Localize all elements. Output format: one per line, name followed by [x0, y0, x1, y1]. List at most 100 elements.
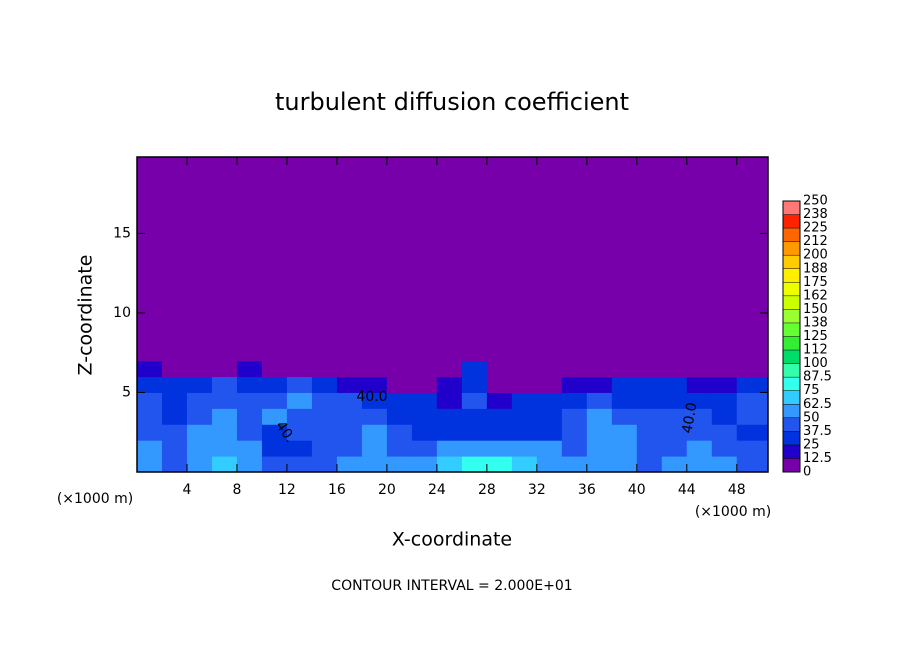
cell	[611, 157, 638, 362]
cell	[536, 440, 563, 457]
cell	[311, 440, 338, 457]
cell	[236, 360, 263, 378]
y-tick-label: 10	[113, 305, 131, 321]
cell	[336, 424, 363, 441]
colorbar-label: 12.5	[803, 451, 832, 466]
cell	[511, 157, 538, 362]
cell	[137, 440, 163, 457]
colorbar-label: 75	[803, 383, 820, 398]
cell	[711, 424, 738, 441]
cell	[586, 408, 613, 425]
cell	[137, 392, 163, 409]
cell	[311, 456, 338, 473]
colorbar-bin	[783, 322, 800, 337]
x-tick-label: 20	[378, 482, 396, 498]
colorbar-label: 250	[803, 194, 828, 209]
cell	[586, 424, 613, 441]
cell	[611, 360, 638, 378]
chart-title: turbulent diffusion coefficient	[275, 88, 629, 116]
cell	[211, 376, 238, 393]
cell	[661, 392, 688, 409]
cell	[361, 440, 388, 457]
cell	[311, 408, 338, 425]
cell	[286, 157, 313, 362]
colorbar-bin	[783, 268, 800, 283]
cell	[361, 456, 388, 473]
y-tick-label: 5	[122, 384, 131, 400]
colorbar-bin	[783, 201, 800, 215]
cell	[386, 360, 413, 378]
colorbar-label: 175	[803, 275, 828, 290]
cell	[186, 157, 213, 362]
cell	[661, 408, 688, 425]
cell	[137, 424, 163, 441]
cell	[461, 360, 488, 378]
cell	[137, 360, 163, 378]
cell	[486, 456, 513, 473]
cell	[411, 408, 438, 425]
cell	[611, 424, 638, 441]
cell	[586, 376, 613, 393]
colorbar-bin	[783, 228, 800, 242]
cell	[511, 360, 538, 378]
colorbar-label: 150	[803, 302, 828, 317]
cell	[461, 157, 488, 362]
cell	[386, 456, 413, 473]
contour-label: 40.0	[679, 401, 700, 434]
cell	[236, 456, 263, 473]
cell	[511, 392, 538, 409]
cell	[661, 157, 688, 362]
cell	[461, 408, 488, 425]
cell	[436, 440, 463, 457]
cell	[711, 360, 738, 378]
cell	[636, 424, 663, 441]
cell	[286, 424, 313, 441]
cell	[436, 360, 463, 378]
x-tick-label: 24	[428, 482, 446, 498]
colorbar-bin	[783, 350, 800, 364]
cell	[686, 157, 713, 362]
cell	[736, 157, 769, 362]
cell	[386, 392, 413, 409]
x-unit-label: (×1000 m)	[695, 504, 771, 520]
cell	[661, 360, 688, 378]
cell	[511, 440, 538, 457]
cell	[386, 157, 413, 362]
cell	[211, 157, 238, 362]
cell	[386, 408, 413, 425]
cell	[511, 376, 538, 393]
cell	[286, 440, 313, 457]
cell	[686, 408, 713, 425]
cell	[486, 392, 513, 409]
cell	[661, 376, 688, 393]
cell	[236, 408, 263, 425]
cell	[661, 440, 688, 457]
colorbar-label: 162	[803, 288, 828, 303]
colorbar-bin	[783, 417, 800, 432]
cell	[711, 456, 738, 473]
plot-frame	[136, 156, 769, 473]
colorbar-label: 0	[803, 465, 811, 480]
colorbar-label: 50	[803, 410, 820, 425]
cell	[311, 392, 338, 409]
cell	[336, 456, 363, 473]
cell	[411, 376, 438, 393]
cell	[336, 408, 363, 425]
cell	[286, 392, 313, 409]
cell	[261, 360, 288, 378]
cell	[186, 456, 213, 473]
cell	[211, 424, 238, 441]
cell	[211, 456, 238, 473]
colorbar-label: 138	[803, 315, 828, 330]
colorbar-bin	[783, 309, 800, 323]
cell	[186, 408, 213, 425]
cell	[261, 376, 288, 393]
cell	[336, 440, 363, 457]
x-tick-label: 8	[232, 482, 241, 498]
cell	[161, 360, 188, 378]
cell	[436, 424, 463, 441]
cell	[536, 157, 563, 362]
cell	[486, 440, 513, 457]
cell	[711, 392, 738, 409]
colorbar-label: 87.5	[803, 370, 832, 385]
